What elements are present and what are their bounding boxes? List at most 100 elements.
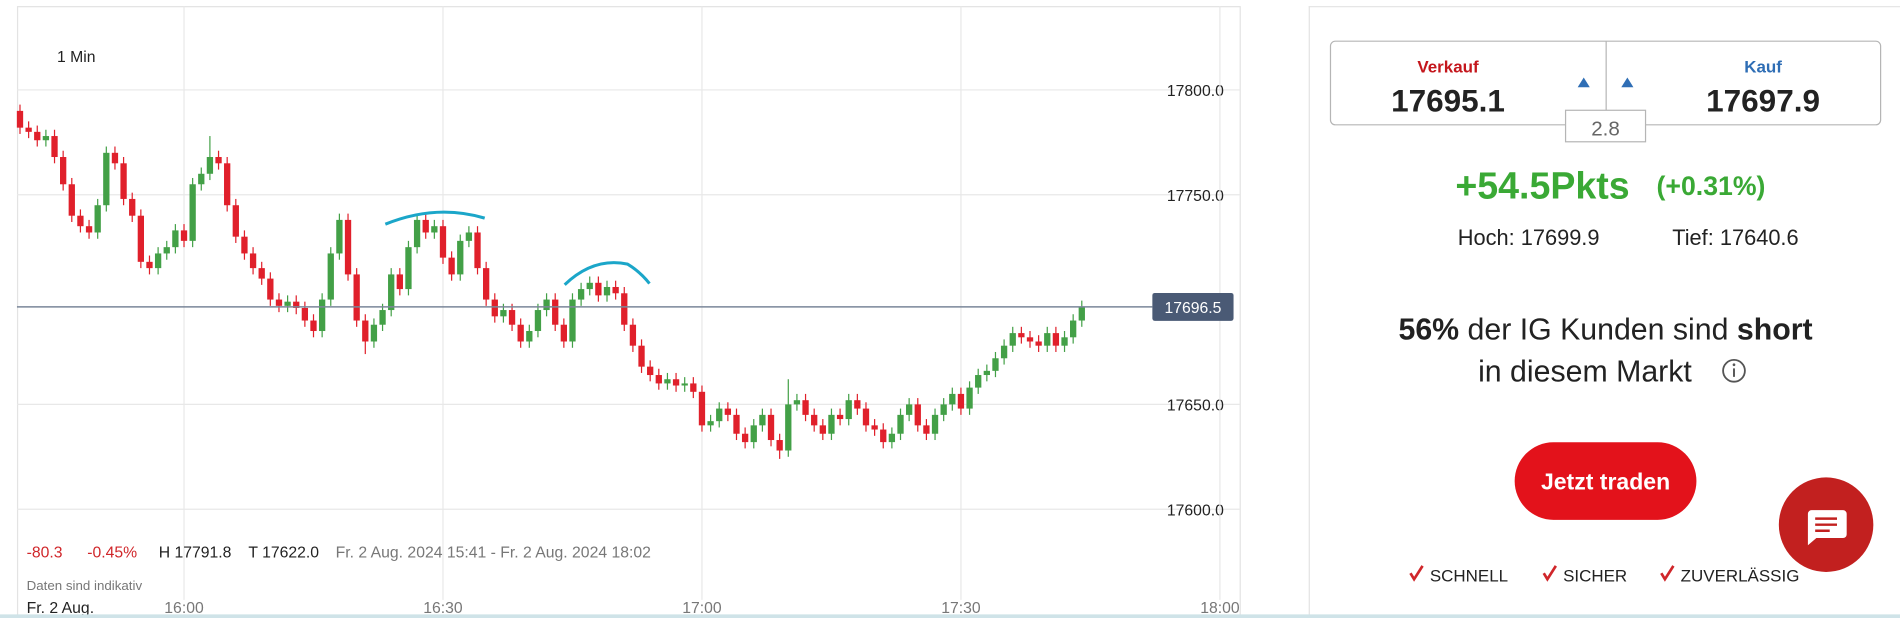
candle-body bbox=[465, 232, 473, 241]
interval-label: 1 Min bbox=[57, 49, 96, 66]
candle-body bbox=[68, 184, 75, 216]
candle-body bbox=[716, 408, 723, 422]
candle-body bbox=[448, 257, 455, 275]
candle-body bbox=[34, 131, 41, 141]
trade-button-label[interactable]: Jetzt traden bbox=[1541, 469, 1670, 495]
candle-body bbox=[698, 391, 706, 426]
candle-body bbox=[793, 400, 801, 405]
sell-label: Verkauf bbox=[1417, 58, 1479, 77]
last-price-label: 17696.5 bbox=[1164, 300, 1221, 317]
last-price-box bbox=[1152, 292, 1234, 321]
candle-body bbox=[1070, 320, 1077, 338]
candle-body bbox=[629, 324, 637, 346]
candle-body bbox=[776, 440, 783, 451]
candle-body bbox=[957, 393, 965, 409]
candle-body bbox=[690, 383, 697, 392]
candle-body bbox=[897, 414, 904, 434]
candle-body bbox=[1052, 333, 1060, 346]
x-tick-label: 17:30 bbox=[941, 600, 981, 617]
candle-body bbox=[198, 173, 205, 185]
low: T 17622.0 bbox=[248, 544, 319, 561]
candle-body bbox=[992, 358, 999, 371]
candle-body bbox=[647, 366, 654, 376]
info-icon[interactable] bbox=[1722, 358, 1746, 383]
chart-frame bbox=[16, 6, 1241, 618]
candle-body bbox=[811, 414, 818, 426]
candle-body bbox=[655, 375, 662, 384]
candle-body bbox=[785, 404, 792, 451]
high: H 17791.8 bbox=[159, 544, 232, 561]
candle-body bbox=[845, 400, 852, 420]
candle-body bbox=[249, 253, 257, 269]
candle-body bbox=[931, 414, 939, 434]
candle-body bbox=[1000, 345, 1008, 359]
candle-body bbox=[819, 425, 826, 434]
candle-body bbox=[189, 184, 196, 241]
candle-body bbox=[163, 247, 170, 254]
day-change-pct: (+0.31%) bbox=[1657, 171, 1766, 201]
candle-body bbox=[439, 226, 447, 258]
candle-body bbox=[215, 157, 222, 164]
candle-body bbox=[862, 408, 870, 426]
candle-body bbox=[905, 404, 913, 415]
sell-price[interactable]: 17695.1 bbox=[1391, 82, 1505, 118]
sentiment-pct: 56% bbox=[1399, 313, 1460, 346]
buy-price[interactable]: 17697.9 bbox=[1706, 82, 1820, 118]
candle-body bbox=[759, 414, 766, 426]
candle-body bbox=[733, 414, 740, 434]
candle-body bbox=[77, 215, 84, 227]
y-tick-label: 17750.0 bbox=[1167, 188, 1224, 205]
candle-body bbox=[724, 408, 732, 415]
y-tick-label: 17600.0 bbox=[1167, 502, 1224, 519]
spread: 2.8 bbox=[1591, 118, 1620, 141]
chat-icon-lines bbox=[1815, 517, 1837, 532]
candle-body bbox=[923, 425, 930, 434]
x-tick-label: 17:00 bbox=[682, 600, 722, 617]
candle-body bbox=[526, 331, 533, 342]
candle-body bbox=[301, 307, 309, 321]
y-tick-label: 17800.0 bbox=[1167, 83, 1224, 100]
candle-body bbox=[595, 282, 602, 296]
candle-body bbox=[966, 387, 973, 409]
feature: SCHNELL bbox=[1430, 567, 1508, 586]
candle-body bbox=[802, 400, 809, 415]
candle-body bbox=[1044, 333, 1051, 346]
check-icon bbox=[1409, 565, 1424, 582]
candle-body bbox=[767, 414, 775, 441]
candle-body bbox=[638, 345, 645, 367]
candle-body bbox=[344, 219, 352, 275]
candle-body bbox=[621, 293, 628, 325]
candle-body bbox=[1018, 333, 1025, 338]
annotation-arc bbox=[384, 210, 486, 226]
candle-body bbox=[880, 429, 887, 443]
x-tick-label: 18:00 bbox=[1200, 600, 1240, 617]
candle-body bbox=[310, 320, 317, 332]
candle-body bbox=[206, 157, 214, 174]
candle-body bbox=[750, 425, 757, 443]
candle-body bbox=[500, 310, 507, 317]
trade-button[interactable] bbox=[1514, 442, 1697, 520]
candle-body bbox=[457, 240, 464, 275]
candle-body bbox=[1061, 337, 1068, 346]
x-tick-label: 16:00 bbox=[164, 600, 204, 617]
candle-body bbox=[741, 433, 749, 443]
candle-body bbox=[603, 286, 611, 296]
candle-body bbox=[137, 215, 144, 262]
candle-body bbox=[552, 299, 559, 325]
candle-body bbox=[836, 414, 844, 420]
candle-body bbox=[60, 157, 67, 185]
candle-body bbox=[543, 299, 550, 311]
candle-body bbox=[318, 299, 326, 332]
note: Daten sind indikativ bbox=[27, 578, 143, 593]
candle-body bbox=[1026, 337, 1034, 342]
candle-body bbox=[672, 379, 680, 386]
candle-body bbox=[1009, 333, 1016, 346]
candle-body bbox=[854, 400, 861, 409]
candle-body bbox=[1078, 306, 1085, 321]
candle-body bbox=[388, 274, 395, 311]
candle-body bbox=[940, 404, 947, 415]
up-arrow bbox=[1577, 77, 1590, 88]
spread-box bbox=[1564, 109, 1647, 143]
candle-body bbox=[888, 433, 896, 443]
